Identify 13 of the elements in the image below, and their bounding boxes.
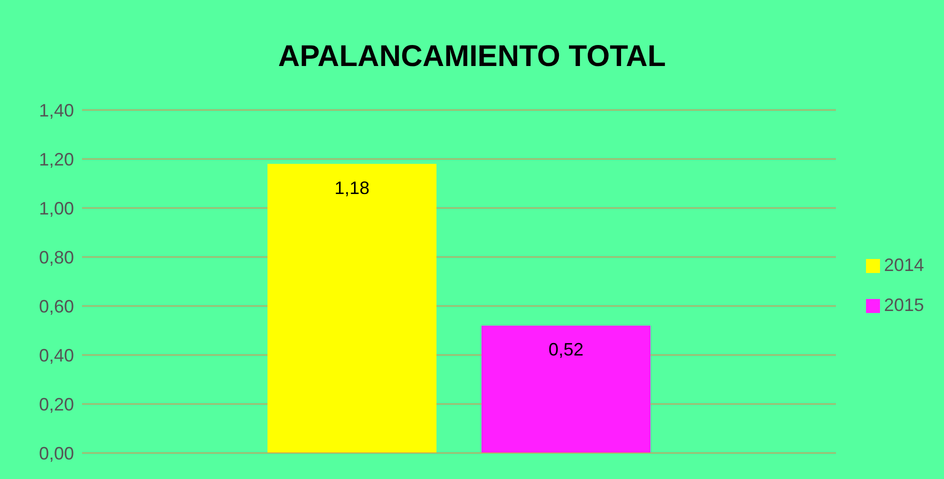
y-tick-label: 1,20 <box>38 149 74 170</box>
data-label: 1,18 <box>334 178 370 198</box>
chart-title: APALANCAMIENTO TOTAL <box>277 40 667 74</box>
legend-label: 2014 <box>884 255 924 275</box>
y-tick-label: 1,40 <box>38 100 74 120</box>
legend-label: 2015 <box>884 295 924 315</box>
y-tick-label: 0,20 <box>38 394 74 414</box>
y-tick-label: 0,00 <box>38 443 74 464</box>
y-tick-label: 0,60 <box>38 296 74 316</box>
y-tick-label: 0,40 <box>38 345 74 366</box>
data-label: 0,52 <box>548 340 584 360</box>
y-tick-label: 0,80 <box>38 247 74 268</box>
y-tick-label: 1,00 <box>38 198 74 218</box>
